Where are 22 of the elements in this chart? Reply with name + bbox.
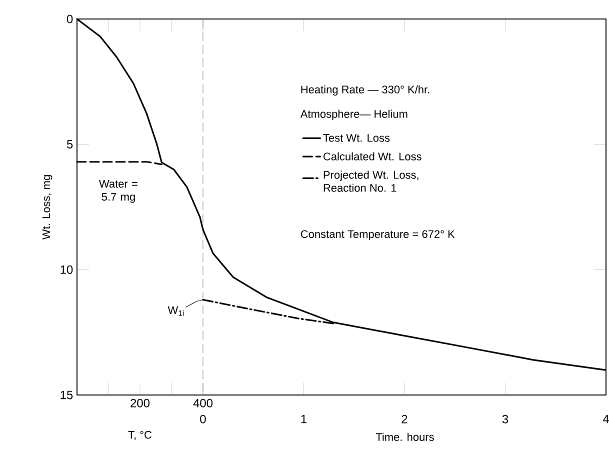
x-tick-label: 4	[602, 414, 609, 424]
legend-label: Test Wt. Loss	[323, 134, 390, 142]
x-tick-label: 3	[502, 414, 508, 424]
legend-label: Projected Wt. Loss, Reaction No. 1	[324, 170, 418, 192]
x2-axis-title: T, °C	[128, 430, 152, 440]
annotation: W$_{1i}$	[168, 306, 184, 316]
annotation: Water = 5.7 mg	[99, 180, 138, 203]
x2-tick-label: 400	[193, 398, 213, 408]
legend-label: Calculated Wt. Loss	[324, 152, 422, 160]
x-axis-title: Time. hours	[376, 432, 434, 441]
y-axis-title: Wt. Loss, mg	[42, 175, 52, 240]
y-tick-label: 15	[60, 390, 73, 400]
x-tick-label: 1	[301, 414, 306, 424]
y-tick-label: 10	[60, 265, 73, 274]
annotation: Atmosphere— Helium	[300, 110, 408, 120]
x-tick-label: 0	[200, 414, 206, 424]
x-tick-label: 2	[402, 414, 408, 424]
x2-tick-label: 200	[130, 398, 150, 408]
annotation: Heating Rate — 330° K/hr.	[301, 85, 430, 96]
y-tick-label: 0	[66, 14, 73, 24]
y-tick-label: 5	[66, 140, 73, 149]
annotation: Constant Temperature = 672° K	[300, 230, 455, 240]
